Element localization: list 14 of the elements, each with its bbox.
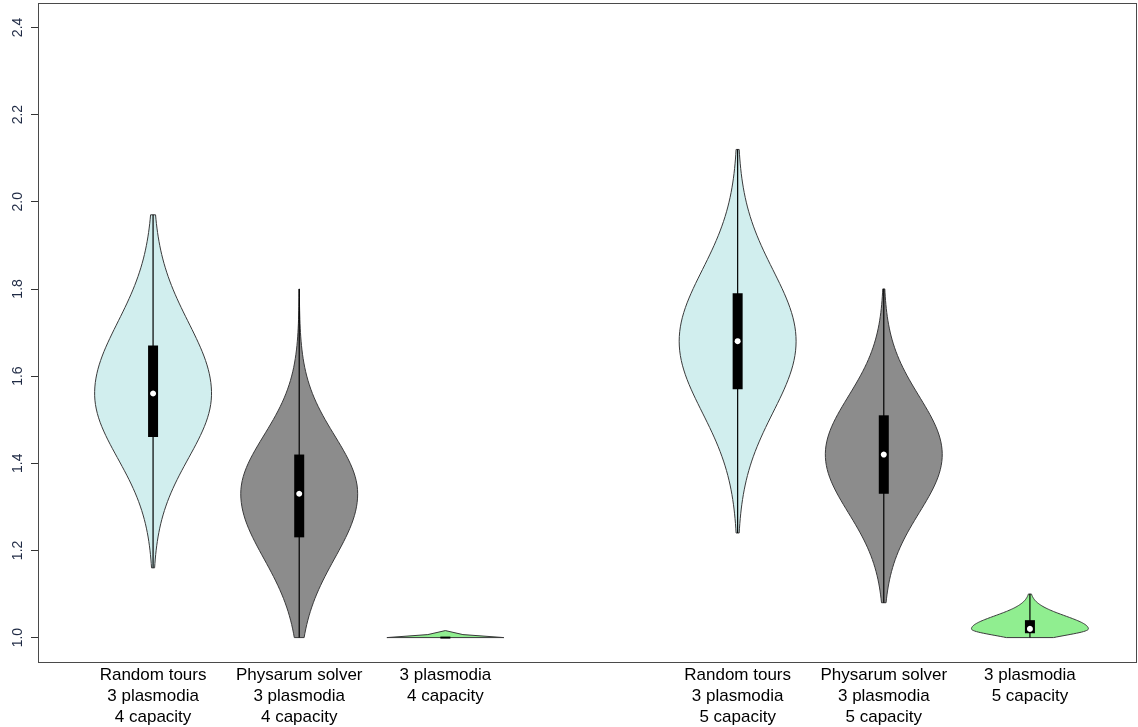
y-tick-label: 1.4 — [9, 453, 25, 473]
y-tick-label: 2.0 — [9, 191, 25, 212]
x-tick-label: Random tours 3 plasmodia 4 capacity — [99, 665, 207, 726]
y-tick-label: 1.8 — [9, 278, 25, 299]
x-tick-label: Physarum solver 3 plasmodia 5 capacity — [820, 665, 948, 726]
x-tick-label: Physarum solver 3 plasmodia 4 capacity — [235, 665, 363, 726]
y-tick-label: 2.4 — [9, 17, 25, 38]
y-tick-label: 2.2 — [9, 104, 25, 125]
y-tick-label: 1.2 — [9, 540, 25, 561]
x-tick-label: 3 plasmodia 5 capacity — [984, 665, 1077, 705]
y-tick-label: 1.0 — [9, 627, 25, 648]
x-tick-label: 3 plasmodia 4 capacity — [399, 665, 492, 705]
x-tick-label: Random tours 3 plasmodia 5 capacity — [684, 665, 792, 726]
y-tick-label: 1.6 — [9, 366, 25, 386]
